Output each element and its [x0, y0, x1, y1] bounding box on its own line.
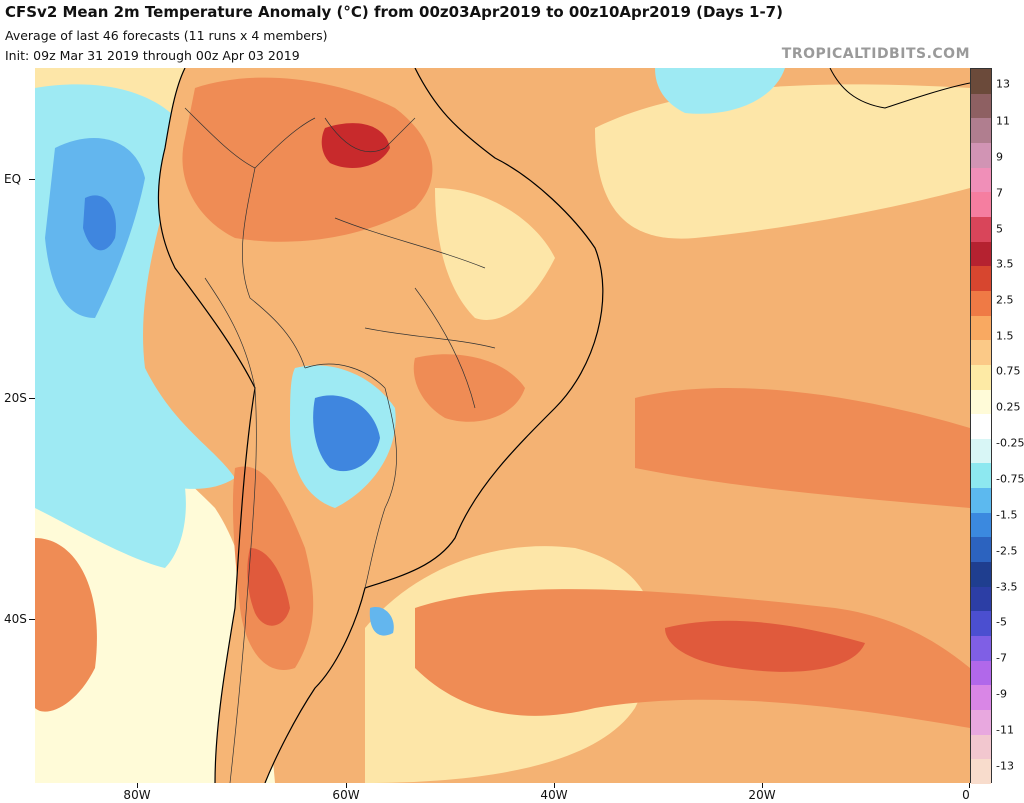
lon-label-80w: 80W	[123, 788, 151, 802]
south-america-coastline	[157, 68, 604, 783]
colorbar-segment	[971, 414, 991, 440]
colorbar-segment	[971, 685, 991, 711]
colorbar-segment	[971, 636, 991, 662]
border-bolivia-brazil	[304, 363, 386, 389]
map-title: CFSv2 Mean 2m Temperature Anomaly (°C) f…	[5, 3, 783, 21]
border-brazil-south	[364, 387, 397, 589]
colorbar-label: -0.25	[996, 436, 1024, 450]
colorbar-segment	[971, 216, 991, 243]
warm-zone-amazon	[182, 77, 433, 242]
colorbar-segment	[971, 611, 991, 637]
border-peru-bolivia	[204, 277, 256, 389]
lon-label-20w: 20W	[748, 788, 776, 802]
lat-tick	[29, 619, 35, 620]
colorbar-label: 5	[996, 222, 1003, 236]
colorbar-segment	[971, 537, 991, 563]
colorbar-segment	[971, 290, 991, 317]
hot-spot-guiana	[321, 123, 390, 168]
warm-band-pacific-south	[35, 538, 97, 712]
colorbar-label: -2.5	[996, 544, 1018, 558]
colorbar-label: -11	[996, 723, 1014, 737]
colorbar-segment	[971, 759, 991, 785]
lon-tick	[554, 783, 555, 788]
colorbar-label: 13	[996, 77, 1010, 91]
cold-spot-pacific	[83, 195, 116, 251]
warm-band-atlantic-south	[415, 589, 970, 728]
colorbar-segment	[971, 586, 991, 612]
cool-zone-north-atlantic	[655, 68, 785, 114]
cool-zone-pacific-south	[35, 368, 186, 568]
lat-label-40s: 40S	[4, 612, 27, 626]
colorbar-label: 7	[996, 186, 1003, 200]
colorbar-segment	[971, 192, 991, 218]
lon-label-40w: 40W	[540, 788, 568, 802]
colorbar-segment	[971, 364, 991, 390]
cold-zone-paraguay	[313, 395, 380, 472]
colorbar-segment	[971, 734, 991, 760]
colorbar-segment	[971, 389, 991, 415]
colorbar-label: -7	[996, 651, 1007, 665]
colorbar-segment	[971, 512, 991, 538]
colorbar-label: 11	[996, 114, 1010, 128]
warm-band-atlantic-central	[635, 388, 970, 508]
border-brazil-states	[334, 217, 496, 409]
colorbar-label: -1.5	[996, 508, 1018, 522]
colorbar-label: -9	[996, 687, 1007, 701]
anomaly-map-svg	[35, 68, 970, 783]
brand-watermark: TROPICALTIDBITS.COM	[781, 46, 970, 62]
country-borders	[184, 107, 496, 783]
border-brazil-west	[242, 167, 306, 369]
colorbar-segment	[971, 660, 991, 686]
colorbar-segment	[971, 488, 991, 514]
colorbar-segment	[971, 69, 991, 95]
lon-tick	[137, 783, 138, 788]
colorbar-label: 0.25	[996, 400, 1021, 414]
lon-tick	[762, 783, 763, 788]
map-subtitle: Average of last 46 forecasts (11 runs x …	[5, 28, 328, 43]
border-colombia-venezuela	[184, 107, 316, 169]
colorbar-segment	[971, 340, 991, 366]
colorbar-label: 1.5	[996, 329, 1014, 343]
border-guianas	[324, 117, 416, 153]
hot-spot-patagonia	[247, 548, 290, 626]
colorbar-segment	[971, 118, 991, 144]
colorbar-label: 0.75	[996, 364, 1021, 378]
colorbar-label: -13	[996, 759, 1014, 773]
lon-label-60w: 60W	[332, 788, 360, 802]
africa-coastline	[829, 68, 970, 109]
colorbar-label: 3.5	[996, 257, 1014, 271]
colorbar-segment	[971, 562, 991, 588]
colorbar-segment	[971, 142, 991, 169]
hot-spot-south-atlantic	[665, 620, 865, 672]
colorbar-segment	[971, 266, 991, 292]
lat-tick	[29, 179, 35, 180]
colorbar	[970, 68, 992, 785]
lat-label-20s: 20S	[4, 391, 27, 405]
colorbar-label: -0.75	[996, 472, 1024, 486]
lon-tick	[969, 783, 970, 788]
mild-zone-northeast-brazil	[435, 188, 555, 320]
colorbar-segment	[971, 241, 991, 267]
cool-spot-uruguay-coast	[369, 607, 394, 636]
colorbar-segment	[971, 93, 991, 119]
lat-label-eq: EQ	[4, 172, 22, 186]
colorbar-segment	[971, 463, 991, 489]
lat-tick	[29, 398, 35, 399]
border-argentina-chile	[229, 387, 257, 783]
colorbar-label: 2.5	[996, 293, 1014, 307]
neutral-zone-north-atlantic	[595, 84, 970, 239]
lon-tick	[346, 783, 347, 788]
init-time: Init: 09z Mar 31 2019 through 00z Apr 03…	[5, 48, 300, 63]
colorbar-segment	[971, 315, 991, 341]
lon-label-0: 0	[962, 788, 970, 802]
anomaly-map	[35, 68, 970, 783]
colorbar-segment	[971, 167, 991, 193]
colorbar-label: 9	[996, 150, 1003, 164]
colorbar-segment	[971, 438, 991, 464]
colorbar-label: -3.5	[996, 580, 1018, 594]
colorbar-label: -5	[996, 615, 1007, 629]
colorbar-segment	[971, 710, 991, 736]
